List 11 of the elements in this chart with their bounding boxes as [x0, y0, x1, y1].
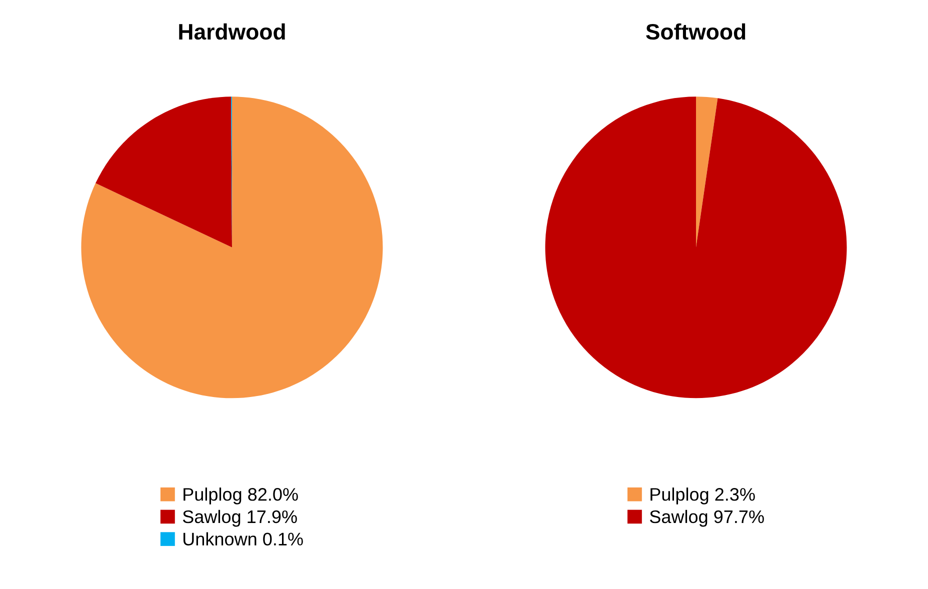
legend-label: Pulplog 2.3% — [650, 488, 755, 504]
legend-label: Sawlog 17.9% — [182, 510, 297, 527]
pie-slice — [696, 96, 718, 248]
chart-title: Softwood — [646, 23, 746, 40]
pie-slice — [96, 96, 232, 248]
legend-label: Pulplog 82.0% — [184, 488, 298, 504]
chart-title: Hardwood — [179, 23, 285, 40]
pie-slice — [545, 96, 847, 398]
legend-label: Sawlog 97.7% — [650, 510, 764, 527]
pie-slice — [81, 96, 383, 398]
legend-label: Unknown 0.1% — [184, 532, 303, 546]
